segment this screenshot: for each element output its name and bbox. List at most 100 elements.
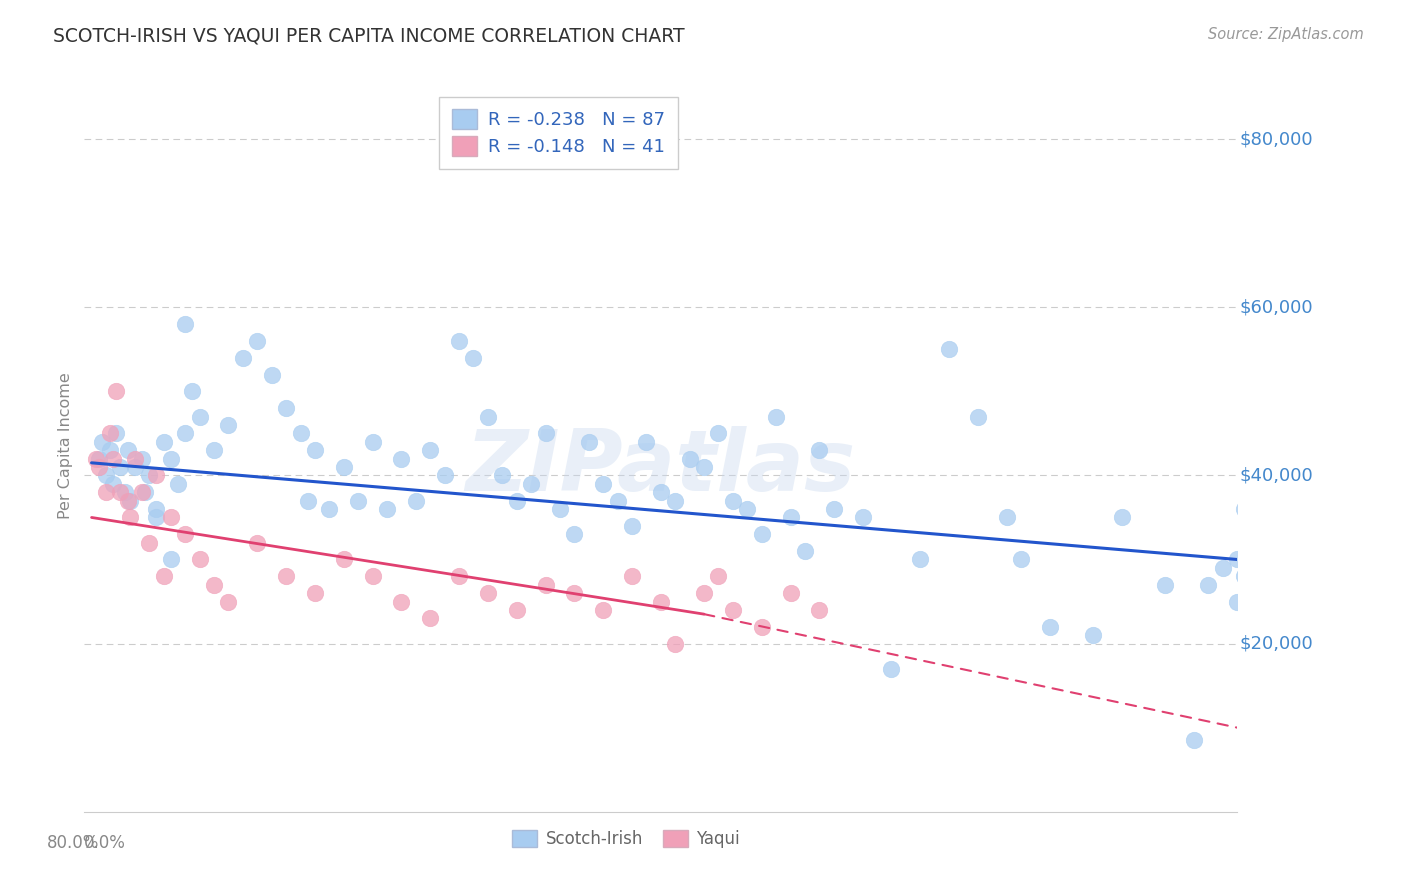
Point bbox=[721, 493, 744, 508]
Point bbox=[124, 451, 146, 466]
Point bbox=[110, 460, 132, 475]
Point bbox=[621, 519, 644, 533]
Point bbox=[808, 603, 831, 617]
Point bbox=[419, 443, 441, 458]
Point bbox=[87, 451, 110, 466]
Point bbox=[117, 493, 139, 508]
Point bbox=[1083, 628, 1105, 642]
Point bbox=[751, 527, 773, 541]
Point bbox=[391, 451, 413, 466]
Point bbox=[120, 493, 142, 508]
Point bbox=[910, 552, 932, 566]
Point bbox=[880, 662, 903, 676]
Point bbox=[794, 544, 817, 558]
Point bbox=[779, 510, 801, 524]
Point bbox=[1198, 578, 1220, 592]
Point bbox=[152, 569, 174, 583]
Point bbox=[160, 451, 183, 466]
Point bbox=[765, 409, 787, 424]
Point bbox=[737, 502, 759, 516]
Point bbox=[938, 343, 960, 357]
Point bbox=[84, 451, 107, 466]
Text: $40,000: $40,000 bbox=[1240, 467, 1313, 484]
Point bbox=[1010, 552, 1032, 566]
Point bbox=[103, 451, 124, 466]
Point bbox=[419, 611, 441, 625]
Point bbox=[477, 586, 499, 600]
Point bbox=[160, 552, 183, 566]
Point bbox=[506, 603, 529, 617]
Text: 0.0%: 0.0% bbox=[84, 834, 127, 852]
Point bbox=[664, 493, 686, 508]
Point bbox=[98, 426, 121, 441]
Point bbox=[105, 426, 128, 441]
Point bbox=[260, 368, 283, 382]
Point bbox=[174, 527, 197, 541]
Point bbox=[138, 468, 160, 483]
Point bbox=[449, 569, 471, 583]
Point bbox=[114, 485, 136, 500]
Point bbox=[548, 502, 571, 516]
Point bbox=[1212, 561, 1234, 575]
Point bbox=[751, 620, 773, 634]
Point bbox=[290, 426, 312, 441]
Point bbox=[160, 510, 183, 524]
Point bbox=[721, 603, 744, 617]
Point bbox=[679, 451, 702, 466]
Point bbox=[463, 351, 485, 365]
Text: $60,000: $60,000 bbox=[1240, 298, 1313, 317]
Point bbox=[534, 578, 557, 592]
Point bbox=[375, 502, 398, 516]
Point bbox=[1111, 510, 1133, 524]
Point bbox=[967, 409, 990, 424]
Text: ZIPatlas: ZIPatlas bbox=[465, 425, 856, 508]
Point bbox=[188, 409, 211, 424]
Point bbox=[1226, 552, 1249, 566]
Point bbox=[333, 552, 356, 566]
Point bbox=[98, 443, 121, 458]
Point bbox=[391, 594, 413, 608]
Point bbox=[138, 535, 160, 549]
Text: $20,000: $20,000 bbox=[1240, 634, 1313, 653]
Point bbox=[333, 460, 356, 475]
Point bbox=[1182, 733, 1205, 747]
Point bbox=[145, 510, 167, 524]
Point bbox=[181, 384, 204, 399]
Point bbox=[90, 434, 112, 449]
Point bbox=[246, 535, 269, 549]
Point bbox=[449, 334, 471, 348]
Text: SCOTCH-IRISH VS YAQUI PER CAPITA INCOME CORRELATION CHART: SCOTCH-IRISH VS YAQUI PER CAPITA INCOME … bbox=[53, 27, 685, 45]
Point bbox=[520, 476, 543, 491]
Point bbox=[995, 510, 1018, 524]
Text: 80.0%: 80.0% bbox=[46, 834, 98, 852]
Text: $80,000: $80,000 bbox=[1240, 130, 1313, 148]
Point bbox=[564, 586, 586, 600]
Point bbox=[578, 434, 600, 449]
Point bbox=[134, 485, 156, 500]
Point bbox=[94, 468, 117, 483]
Point bbox=[304, 586, 326, 600]
Point bbox=[174, 317, 197, 331]
Point bbox=[650, 485, 672, 500]
Point bbox=[664, 636, 686, 650]
Point bbox=[1233, 569, 1256, 583]
Point bbox=[405, 493, 427, 508]
Point bbox=[1233, 502, 1256, 516]
Point bbox=[592, 476, 614, 491]
Point bbox=[650, 594, 672, 608]
Point bbox=[276, 401, 298, 416]
Point bbox=[606, 493, 628, 508]
Point bbox=[297, 493, 319, 508]
Point bbox=[621, 569, 644, 583]
Point bbox=[145, 502, 167, 516]
Point bbox=[174, 426, 197, 441]
Point bbox=[304, 443, 326, 458]
Point bbox=[131, 451, 153, 466]
Point bbox=[124, 460, 146, 475]
Point bbox=[117, 443, 139, 458]
Point bbox=[120, 510, 142, 524]
Y-axis label: Per Capita Income: Per Capita Income bbox=[58, 373, 73, 519]
Point bbox=[188, 552, 211, 566]
Point bbox=[361, 569, 384, 583]
Point bbox=[707, 569, 730, 583]
